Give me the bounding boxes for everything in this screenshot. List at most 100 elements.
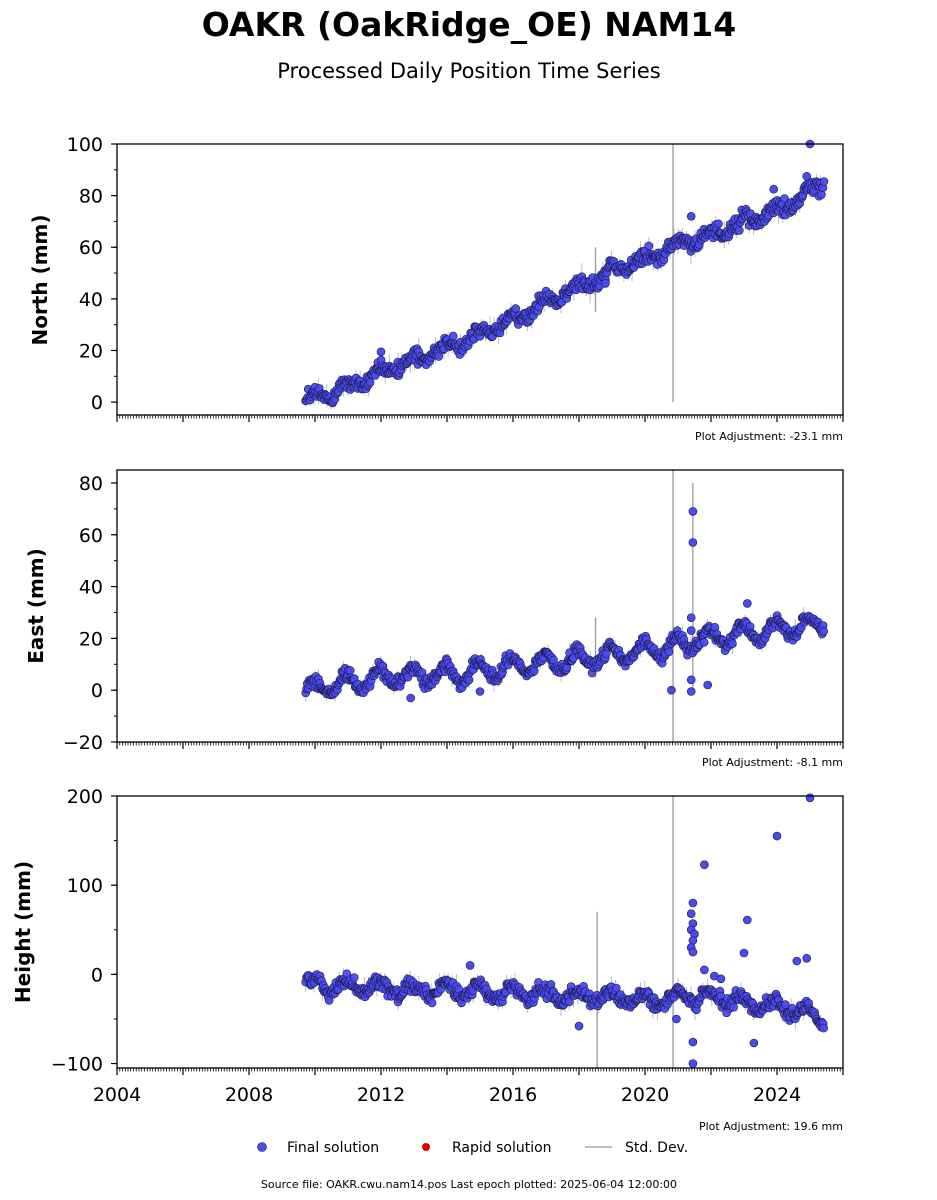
final-solution-point xyxy=(465,961,475,970)
final-solution-point xyxy=(644,241,654,251)
final-solution-point xyxy=(688,947,698,957)
final-solution-point xyxy=(699,637,709,647)
y-tick-label: −100 xyxy=(51,1054,103,1076)
final-solution-point xyxy=(780,1000,790,1009)
y-tick-label: 40 xyxy=(79,577,103,599)
final-solution-point xyxy=(427,998,437,1008)
y-tick-label: 60 xyxy=(79,237,103,259)
height-axis-label: Height (mm) xyxy=(11,861,35,1003)
final-solution-point xyxy=(686,675,696,685)
final-solution-point xyxy=(817,190,826,199)
final-solution-point xyxy=(792,956,802,966)
final-solution-point xyxy=(819,177,829,186)
final-solution-points xyxy=(301,507,829,703)
x-tick-label: 2020 xyxy=(621,1084,669,1106)
y-tick-label: 200 xyxy=(67,786,103,808)
north-panel: Plot Adjustment: -23.1 mm North (mm) 0 20… xyxy=(28,134,844,443)
final-solution-point xyxy=(688,507,698,516)
final-solution-point xyxy=(749,1038,759,1048)
final-solution-point xyxy=(688,898,698,908)
source-note: Source file: OAKR.cwu.nam14.pos Last epo… xyxy=(261,1178,677,1191)
final-solution-point xyxy=(734,226,744,235)
x-tick-label: 2004 xyxy=(93,1084,141,1106)
final-solution-point xyxy=(511,304,521,313)
final-solution-point xyxy=(703,680,713,690)
final-solution-point xyxy=(686,909,696,919)
final-solution-point xyxy=(345,666,355,675)
final-solution-point xyxy=(742,599,752,608)
final-solution-point xyxy=(406,693,416,703)
final-solution-point xyxy=(742,915,752,925)
final-solution-point xyxy=(819,626,829,636)
final-solution-point xyxy=(667,685,676,695)
east-axis-label: East (mm) xyxy=(24,548,48,664)
east-panel: Plot Adjustment: -8.1 mm East (mm) −20 0 2… xyxy=(24,469,844,769)
final-solution-point xyxy=(686,687,696,696)
chart-title: OAKR (OakRidge_OE) NAM14 xyxy=(202,5,736,44)
final-solution-point xyxy=(802,172,812,181)
final-solution-point xyxy=(819,1023,829,1033)
final-solution-point xyxy=(802,953,812,963)
legend-final-label: Final solution xyxy=(287,1140,379,1156)
final-solution-point xyxy=(688,936,698,945)
final-solution-point xyxy=(434,352,444,361)
y-tick-label: 80 xyxy=(79,473,103,495)
legend-rapid-label: Rapid solution xyxy=(452,1140,552,1156)
final-solution-point xyxy=(686,212,696,221)
y-tick-label: 20 xyxy=(79,340,103,362)
final-solution-points xyxy=(301,139,829,408)
final-solution-points xyxy=(301,793,829,1068)
final-solution-point xyxy=(769,184,779,194)
final-solution-point xyxy=(574,1021,584,1031)
final-solution-point xyxy=(365,378,375,387)
final-solution-point xyxy=(686,626,696,635)
plot-frame xyxy=(116,795,844,1069)
height-panel: Plot Adjustment: 19.6 mm Height (mm) −10… xyxy=(11,786,844,1133)
y-tick-label: 0 xyxy=(91,680,103,702)
y-tick-label: 60 xyxy=(79,525,103,547)
final-solution-point xyxy=(349,973,359,982)
x-tick-label: 2008 xyxy=(225,1084,273,1106)
y-tick-label: 80 xyxy=(79,186,103,208)
final-solution-point xyxy=(475,687,485,696)
final-solution-point xyxy=(688,538,698,547)
final-solution-point xyxy=(601,279,610,288)
final-solution-point xyxy=(728,639,737,649)
final-solution-point xyxy=(772,831,782,841)
final-solution-point xyxy=(448,331,458,341)
legend-stddev-label: Std. Dev. xyxy=(625,1140,688,1156)
stddev-bars xyxy=(305,796,822,1068)
x-tick-label: 2012 xyxy=(357,1084,405,1106)
final-solution-point xyxy=(611,983,621,993)
y-tick-label: 100 xyxy=(67,875,103,897)
final-solution-point xyxy=(464,675,474,685)
final-solution-point xyxy=(564,997,574,1007)
y-tick-label: 40 xyxy=(79,289,103,311)
x-tick-label: 2024 xyxy=(753,1084,801,1106)
final-solution-point xyxy=(716,974,726,984)
final-solution-point xyxy=(714,219,723,229)
final-solution-point xyxy=(805,793,815,803)
x-tick-label: 2016 xyxy=(489,1084,537,1106)
legend-rapid-marker xyxy=(422,1143,430,1151)
plot-frame xyxy=(116,469,844,743)
final-solution-point xyxy=(688,1059,698,1068)
final-solution-point xyxy=(700,860,709,870)
final-solution-point xyxy=(686,613,696,623)
chart-subtitle: Processed Daily Position Time Series xyxy=(277,59,661,83)
y-tick-label: 100 xyxy=(67,134,103,156)
final-solution-point xyxy=(739,948,749,958)
y-tick-label: 20 xyxy=(79,628,103,650)
final-solution-point xyxy=(529,666,539,676)
legend-final-marker xyxy=(257,1142,267,1152)
stddev-bars xyxy=(305,470,821,742)
north-axis-label: North (mm) xyxy=(28,214,52,345)
final-solution-point xyxy=(672,1014,681,1024)
y-tick-label: 0 xyxy=(91,964,103,986)
height-plot-adjustment: Plot Adjustment: 19.6 mm xyxy=(699,1120,843,1133)
final-solution-point xyxy=(664,647,674,657)
final-solution-point xyxy=(376,347,386,357)
y-tick-label: −20 xyxy=(63,732,103,754)
legend: Final solution Rapid solution Std. Dev. xyxy=(257,1140,688,1156)
